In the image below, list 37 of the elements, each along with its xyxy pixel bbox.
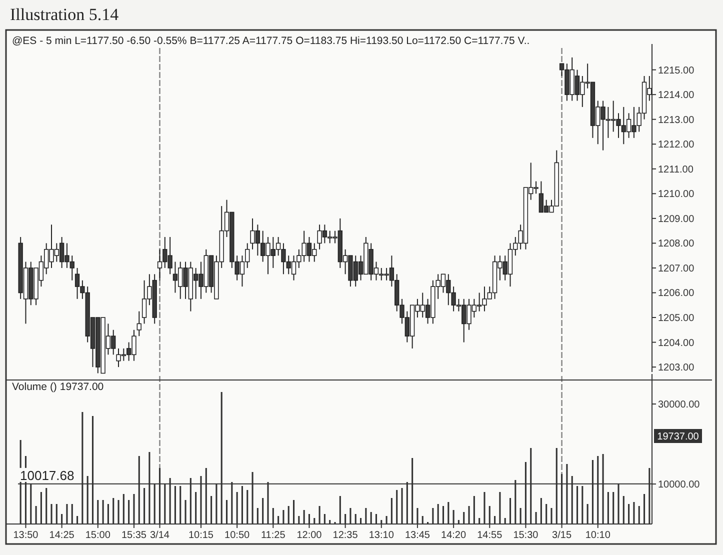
y-tick-label: 1211.00 [658,164,694,176]
y-tick-label: 1207.00 [658,263,695,274]
y-tick-label: 1205.00 [658,313,695,324]
x-tick-label: 15:30 [513,530,539,541]
text: 19737.00 [657,432,700,442]
chart-subtitle: @ES - 5 min L=1177.50 -6.50 -0.55% B=1177.25 A=1177.75 O=1183.75 Hi=1193.50 Lo=1172.50 C=1177.75 V.. [12,35,530,47]
y-tick-label: 1206.00 [658,288,695,300]
y-tick-label: 1208.00 [658,238,695,250]
y-tick-label: 1210.00 [658,189,695,200]
y-tick-label: 30000.00 [658,400,700,410]
chart-title: Illustration 5.14 [10,5,120,24]
y-tick-label: 1203.00 [658,362,695,374]
y-tick-label: 10000.00 [658,480,700,490]
x-tick-label: 3/15 [552,530,572,541]
x-tick-label: 12:35 [332,530,358,541]
y-tick-label: 1215.00 [658,65,695,76]
x-tick-label: 10:10 [585,530,611,541]
ref-line-label: 10017.68 [20,468,74,483]
y-tick-label: 1214.00 [658,90,695,102]
x-tick-label: 15:00 [85,530,111,541]
x-tick-label: 14:55 [477,530,503,541]
x-tick-label: 13:50 [13,530,39,541]
chart-title: Volume () 19737.00 [12,381,104,393]
y-tick-label: 1209.00 [658,214,695,225]
x-tick-label: 15:35 [121,530,147,541]
x-tick-label: 14:20 [441,530,466,541]
x-tick-label: 13:10 [368,530,394,541]
x-tick-label: 10:15 [188,530,214,541]
y-tick-label: 1213.00 [658,114,695,126]
y-tick-label: 1212.00 [658,140,695,151]
x-tick-label: 3/14 [150,530,170,541]
x-tick-label: 14:25 [49,530,75,541]
x-tick-label: 11:25 [261,530,286,541]
x-tick-label: 12:00 [296,530,322,541]
y-tick-label: 1204.00 [658,338,695,349]
x-tick-label: 10:50 [224,530,250,541]
x-tick-label: 13:45 [404,530,430,541]
